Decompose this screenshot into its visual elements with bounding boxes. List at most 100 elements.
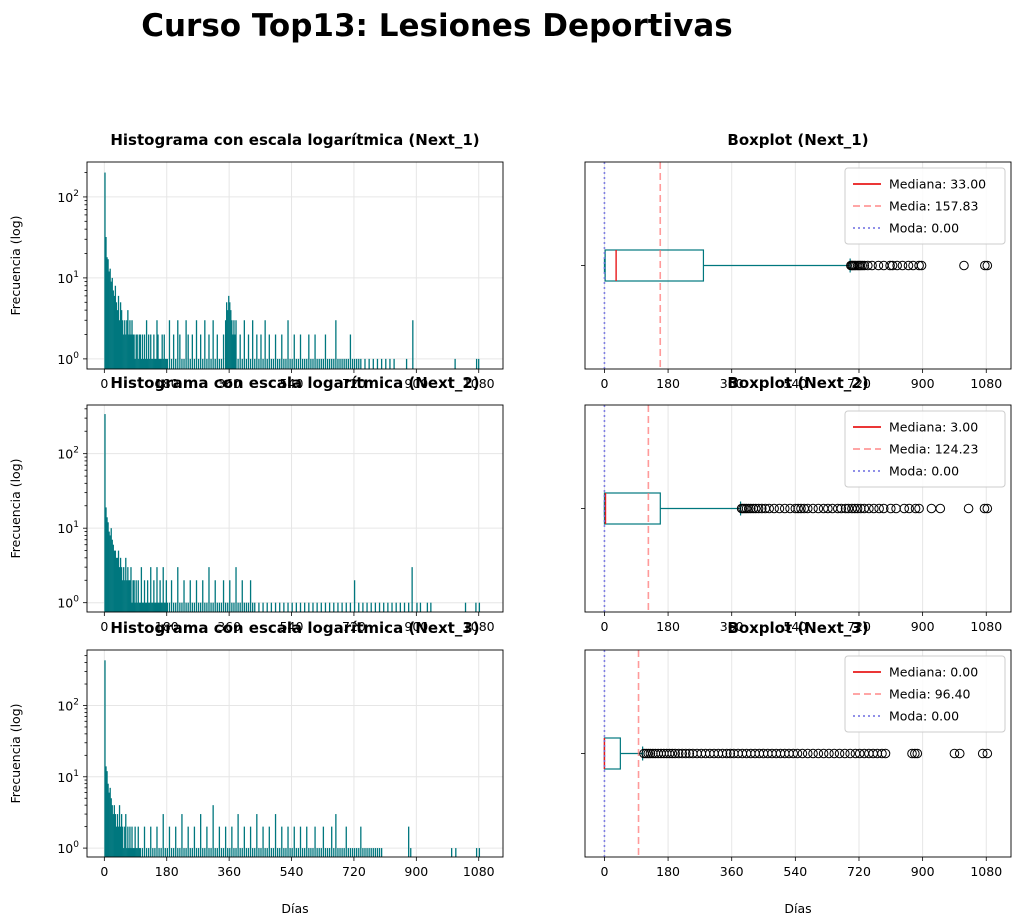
subplot-1: 100 101 102 Frecuencia (log) 0 180 360 540 720 90… — [8, 131, 504, 391]
histogram-bar — [106, 257, 108, 369]
histogram-bar — [210, 848, 212, 857]
histogram-bar — [229, 302, 231, 369]
subplot-title: Histograma con escala logarítmica (Next_… — [110, 619, 479, 637]
histogram-bar — [154, 848, 156, 857]
histogram-bar — [123, 848, 125, 857]
histogram-bar — [177, 848, 179, 857]
histogram-bar — [181, 814, 183, 857]
histogram-bar — [233, 848, 235, 857]
histogram-bar — [328, 602, 331, 612]
y-tick-label: 102 — [57, 697, 79, 713]
legend-median-label: Mediana: 3.00 — [889, 420, 978, 435]
histogram-bar — [339, 358, 341, 369]
legend-mean-label: Media: 124.23 — [889, 442, 978, 457]
iqr-box — [603, 492, 661, 525]
x-tick-label: 540 — [280, 376, 304, 391]
histogram-bar — [126, 848, 128, 857]
outlier-point — [982, 748, 993, 759]
histogram-bar — [247, 334, 250, 369]
histogram-bar — [328, 358, 331, 369]
histogram-bar — [370, 602, 372, 612]
histogram-bar — [202, 848, 204, 857]
histogram-bar — [149, 358, 151, 369]
histogram-bar — [266, 848, 268, 857]
histogram-bar — [152, 602, 154, 612]
y-tick-label: 101 — [57, 270, 79, 286]
subplot-title: Boxplot (Next_2) — [727, 374, 868, 392]
histogram-bar — [128, 580, 130, 612]
x-tick-label: 900 — [404, 619, 428, 634]
outlier-point — [979, 503, 990, 514]
histogram-bar — [204, 602, 206, 612]
outlier-point — [903, 260, 914, 271]
subplot-4: Mediana: 3.00 Media: 124.23 Moda: 0.00 0 180… — [581, 374, 1012, 634]
x-tick-label: 1080 — [463, 376, 495, 391]
histogram-bar — [326, 358, 329, 369]
histogram-bar — [117, 826, 120, 857]
histogram-bar — [200, 602, 202, 612]
outlier-point — [885, 260, 895, 271]
histogram-bar — [208, 567, 210, 612]
histogram-bar — [162, 358, 164, 369]
histogram-bar — [216, 334, 218, 369]
histogram-bar — [339, 848, 341, 857]
histogram-bar — [212, 602, 214, 612]
legend — [844, 410, 1006, 488]
histogram-bar — [115, 557, 118, 612]
legend-mode-label: Moda: 0.00 — [889, 221, 959, 236]
histogram-bar — [256, 814, 258, 857]
histogram-bar — [208, 848, 210, 857]
outlier-point — [818, 748, 829, 759]
histogram-bar — [191, 602, 193, 612]
histogram-bar — [112, 290, 114, 369]
histogram-bar — [195, 848, 198, 857]
histogram-bar — [208, 334, 210, 369]
histogram-bar — [312, 848, 314, 857]
histogram-bar — [235, 320, 237, 369]
outlier-point — [852, 503, 863, 514]
histogram-bar — [408, 602, 410, 612]
histogram-bar — [185, 848, 187, 857]
x-tick-label: 720 — [847, 376, 871, 391]
histogram-bar — [127, 826, 129, 857]
histogram-bar — [155, 602, 157, 612]
histogram-bar — [138, 848, 140, 857]
histogram-bar — [276, 848, 279, 857]
histogram-bar — [105, 766, 107, 857]
histogram-bar — [140, 358, 143, 369]
histogram-bar — [368, 358, 370, 369]
histogram-bar — [212, 320, 214, 369]
histogram-bar — [111, 805, 113, 857]
histogram-bar — [229, 848, 231, 857]
legend — [844, 655, 1006, 733]
subplot-title: Histograma con escala logarítmica (Next_… — [110, 131, 479, 149]
histogram-bar — [175, 826, 177, 857]
x-tick-label: 1080 — [463, 864, 495, 879]
histogram-bar — [214, 580, 216, 612]
histogram-bar — [272, 848, 275, 857]
histogram-bar — [165, 358, 167, 369]
histogram-bar — [141, 602, 144, 612]
histogram-bar — [122, 580, 124, 612]
histogram-bar — [237, 602, 239, 612]
histogram-bar — [152, 358, 154, 369]
histogram-bar — [366, 848, 368, 857]
histogram-bar — [218, 602, 221, 612]
histogram-bar — [291, 358, 293, 369]
histogram-bar — [129, 826, 131, 857]
histogram-bar — [214, 358, 216, 369]
histogram-bar — [117, 550, 120, 612]
outlier-point — [877, 748, 887, 759]
histogram-bar — [306, 826, 308, 857]
outlier-point — [788, 748, 799, 759]
histogram-bar — [231, 602, 233, 612]
histogram-bar — [193, 358, 196, 369]
histogram-bar — [241, 580, 243, 612]
histogram-bar — [134, 358, 136, 369]
histogram-bar — [262, 826, 264, 857]
histogram-bar — [130, 334, 132, 369]
histogram-bar — [119, 557, 122, 612]
y-tick-label: 101 — [57, 769, 79, 785]
histogram-bar — [478, 358, 480, 369]
histogram-bar — [125, 557, 127, 612]
